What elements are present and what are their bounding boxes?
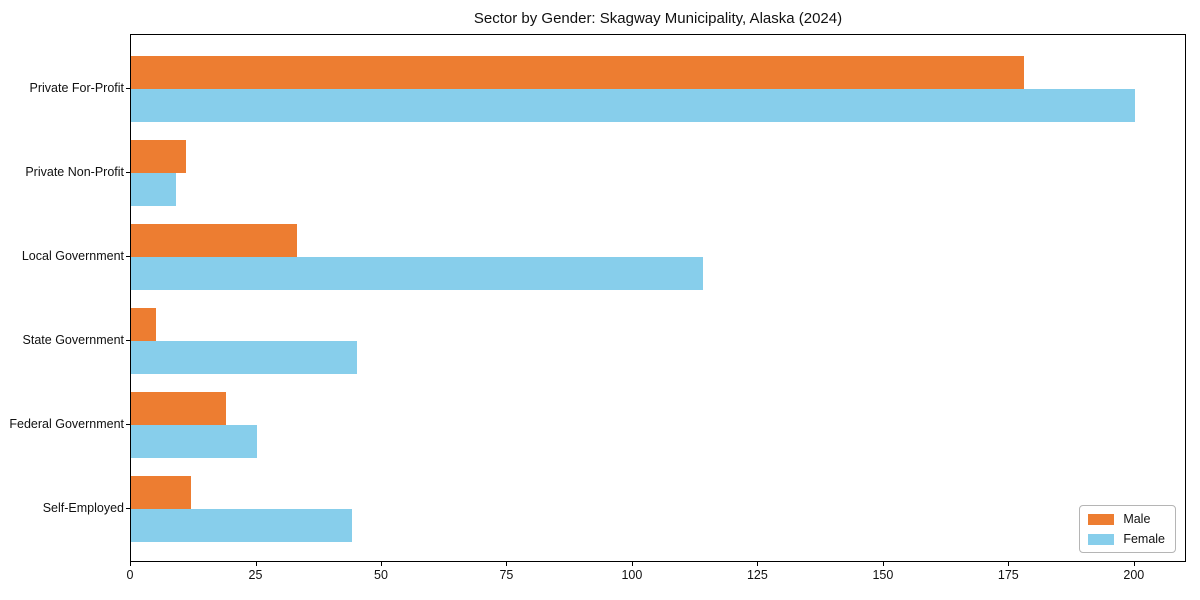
- x-tick-label-25: 25: [248, 568, 263, 582]
- y-label-private-for-profit: Private For-Profit: [29, 80, 124, 95]
- bar-female-self-employed: [131, 509, 352, 543]
- bar-female-federal-government: [131, 425, 257, 459]
- y-tick-mark: [126, 87, 130, 89]
- x-tick-label-150: 150: [872, 568, 894, 582]
- y-label-federal-government: Federal Government: [9, 417, 124, 432]
- x-tick-label-175: 175: [997, 568, 1019, 582]
- x-tick-label-200: 200: [1123, 568, 1145, 582]
- legend-swatch-female: [1088, 533, 1115, 545]
- x-tick-label-75: 75: [499, 568, 514, 582]
- y-tick-mark: [126, 171, 130, 173]
- legend-label-female: Female: [1123, 532, 1165, 546]
- y-label-self-employed: Self-Employed: [42, 501, 124, 516]
- x-tick-mark: [130, 562, 131, 566]
- x-tick-label-125: 125: [746, 568, 768, 582]
- bar-male-private-non-profit: [131, 139, 187, 173]
- y-tick-mark: [126, 255, 130, 257]
- x-tick-mark: [757, 562, 759, 566]
- x-tick-mark: [255, 562, 257, 566]
- bar-male-federal-government: [131, 392, 227, 426]
- x-tick-mark: [506, 562, 508, 566]
- plot-area: Male Female: [130, 34, 1186, 562]
- bar-female-local-government: [131, 256, 704, 290]
- bar-female-private-non-profit: [131, 172, 177, 206]
- x-tick-mark: [1008, 562, 1010, 566]
- x-tick-label-100: 100: [621, 568, 643, 582]
- bar-male-private-for-profit: [131, 55, 1025, 89]
- x-tick-mark: [882, 562, 884, 566]
- y-tick-mark: [126, 340, 130, 342]
- y-tick-mark: [126, 508, 130, 510]
- chart-title: Sector by Gender: Skagway Municipality, …: [473, 10, 843, 27]
- bar-female-state-government: [131, 341, 357, 375]
- y-label-private-non-profit: Private Non-Profit: [25, 164, 124, 179]
- legend-item-male: Male: [1088, 512, 1165, 526]
- y-label-local-government: Local Government: [21, 248, 124, 263]
- x-tick-label-0: 0: [126, 568, 134, 582]
- y-label-state-government: State Government: [22, 333, 124, 348]
- bar-male-self-employed: [131, 476, 192, 510]
- legend: Male Female: [1079, 505, 1176, 553]
- legend-label-male: Male: [1123, 512, 1151, 526]
- x-tick-label-50: 50: [374, 568, 388, 582]
- y-tick-mark: [126, 424, 130, 426]
- legend-swatch-male: [1088, 513, 1115, 525]
- bar-male-local-government: [131, 223, 297, 257]
- bar-female-private-for-profit: [131, 88, 1135, 122]
- y-axis-labels: Private For-Profit Private Non-Profit Loca…: [0, 34, 124, 562]
- x-tick-mark: [1133, 562, 1135, 566]
- bar-male-state-government: [131, 308, 157, 342]
- legend-item-female: Female: [1088, 532, 1165, 546]
- x-tick-mark: [631, 562, 633, 566]
- x-tick-mark: [381, 562, 382, 566]
